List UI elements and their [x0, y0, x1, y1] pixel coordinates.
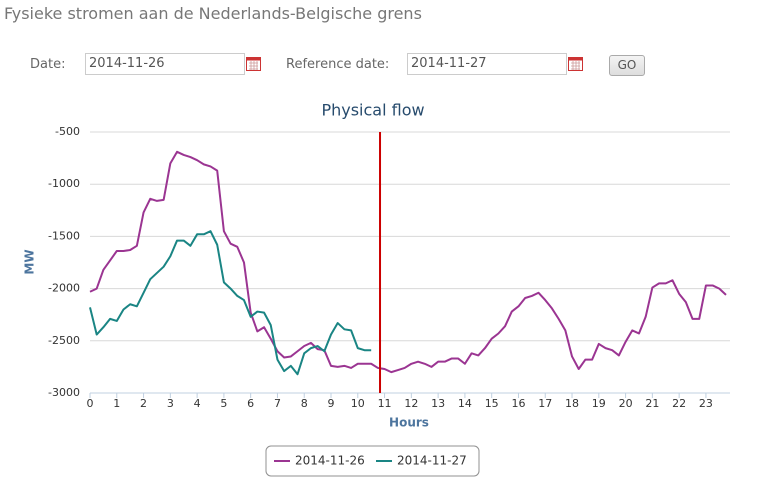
y-tick-label: -1000 [48, 177, 80, 190]
x-tick-label: 13 [431, 397, 445, 410]
legend-label: 2014-11-26 [295, 454, 365, 468]
x-tick-label: 4 [194, 397, 201, 410]
calendar-icon[interactable] [246, 57, 261, 71]
x-tick-label: 15 [485, 397, 499, 410]
x-tick-label: 19 [592, 397, 606, 410]
date-input[interactable]: 2014-11-26 [85, 53, 245, 75]
x-tick-label: 23 [699, 397, 713, 410]
y-tick-label: -1500 [48, 229, 80, 242]
x-tick-label: 7 [274, 397, 281, 410]
x-tick-label: 10 [351, 397, 365, 410]
y-axis-label: MW [23, 249, 37, 274]
x-tick-label: 14 [458, 397, 472, 410]
chart-title: Physical flow [321, 101, 424, 120]
x-tick-label: 18 [565, 397, 579, 410]
x-tick-label: 3 [167, 397, 174, 410]
x-tick-label: 2 [140, 397, 147, 410]
go-button[interactable]: GO [609, 55, 645, 76]
series-line [89, 230, 372, 376]
legend-label: 2014-11-27 [397, 454, 467, 468]
legend-box [265, 445, 480, 477]
reference-input[interactable]: 2014-11-27 [407, 53, 567, 75]
page-title: Fysieke stromen aan de Nederlands-Belgis… [4, 4, 422, 23]
x-tick-label: 20 [619, 397, 633, 410]
x-tick-label: 0 [87, 397, 94, 410]
x-tick-label: 22 [672, 397, 686, 410]
y-tick-label: -3000 [48, 386, 80, 399]
y-tick-label: -500 [55, 125, 80, 138]
x-tick-label: 11 [378, 397, 392, 410]
x-axis-label: Hours [389, 416, 429, 430]
reference-label: Reference date: [286, 57, 390, 72]
series-line [89, 150, 727, 374]
x-tick-label: 6 [247, 397, 254, 410]
x-tick-label: 9 [328, 397, 335, 410]
x-tick-label: 8 [301, 397, 308, 410]
calendar-icon[interactable] [568, 57, 583, 71]
y-tick-label: -2000 [48, 282, 80, 295]
x-tick-label: 21 [645, 397, 659, 410]
x-tick-label: 12 [404, 397, 418, 410]
x-tick-label: 16 [511, 397, 525, 410]
x-tick-label: 1 [113, 397, 120, 410]
x-tick-label: 5 [220, 397, 227, 410]
date-label: Date: [30, 57, 66, 72]
y-tick-label: -2500 [48, 334, 80, 347]
x-tick-label: 17 [538, 397, 552, 410]
